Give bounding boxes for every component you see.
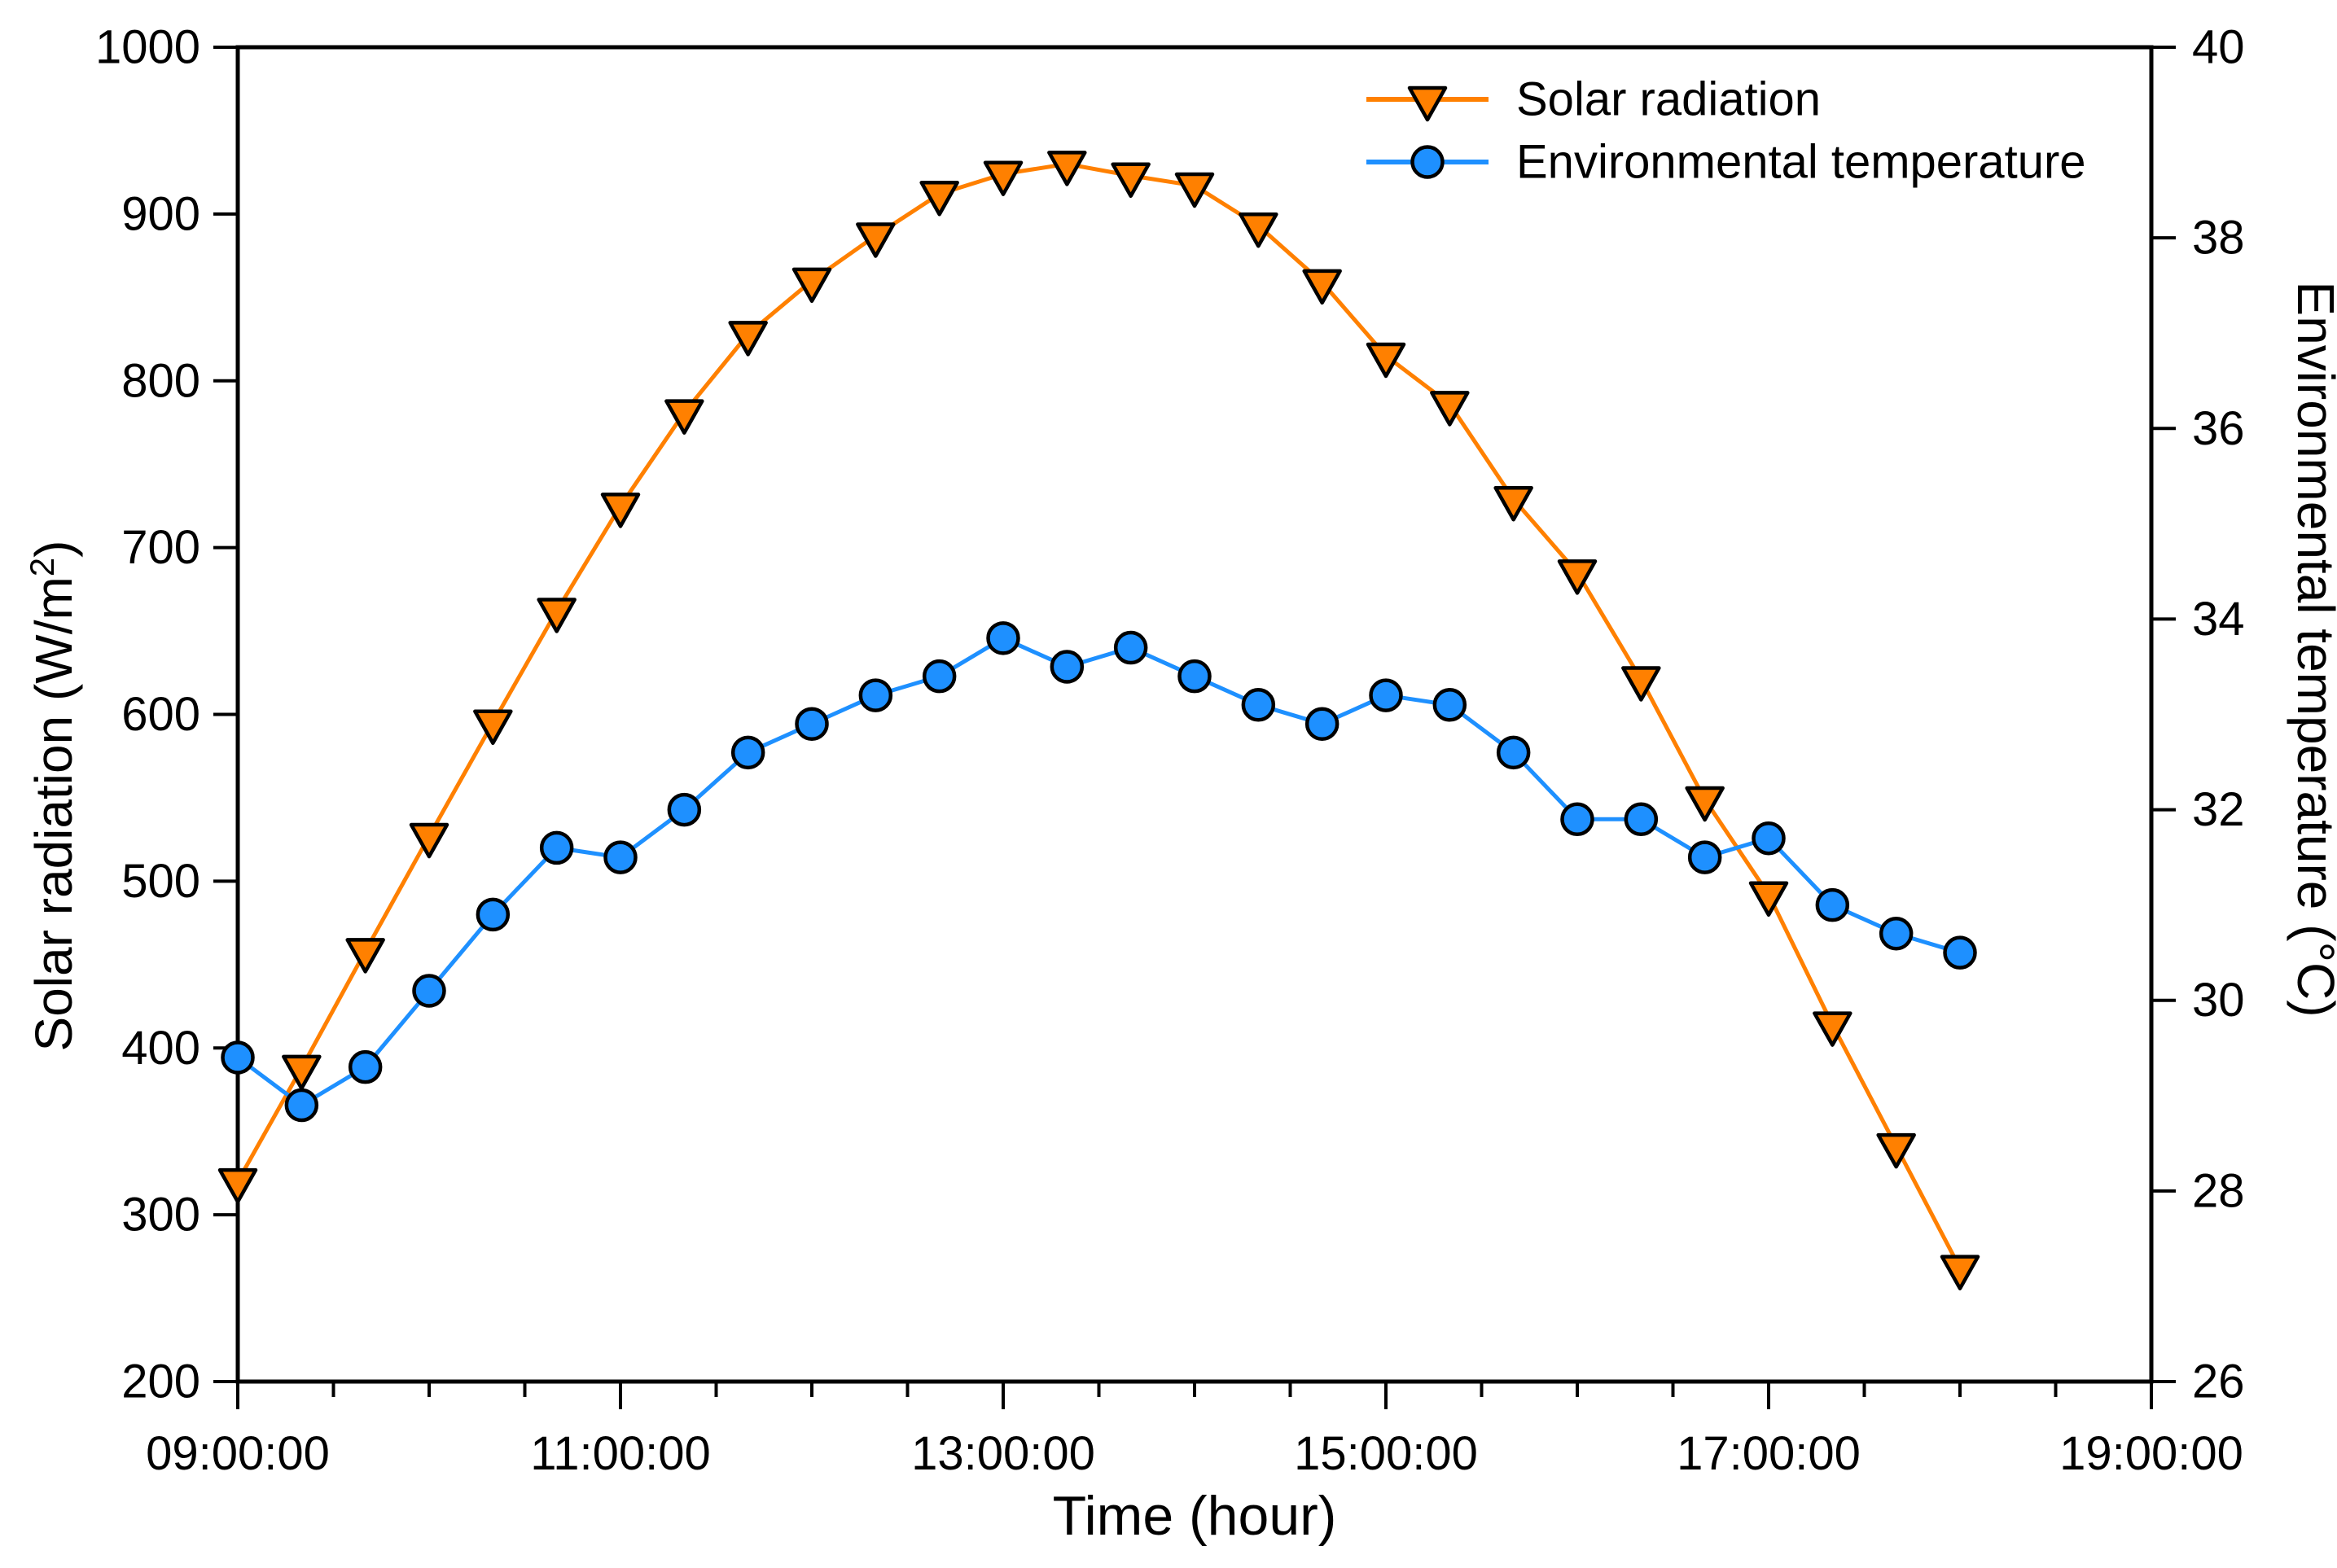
solar-radiation-marker <box>1748 881 1789 918</box>
y-left-tick-label: 700 <box>121 521 200 574</box>
series-environmental-temperature <box>221 621 1977 1123</box>
solar-radiation-marker <box>983 160 1024 196</box>
x-tick-label: 09:00:00 <box>146 1427 330 1480</box>
solar-radiation-marker <box>856 222 896 258</box>
temperature-marker <box>1304 707 1340 741</box>
temperature-marker <box>730 735 765 770</box>
solar-radiation-marker <box>728 321 768 357</box>
solar-radiation-marker <box>1876 1132 1916 1169</box>
temperature-marker <box>1560 802 1594 837</box>
temperature-marker <box>1496 735 1531 770</box>
temperature-marker <box>1687 840 1722 874</box>
temperature-marker <box>986 621 1020 655</box>
temperature-marker <box>221 1040 255 1075</box>
temperature-marker <box>1410 145 1445 179</box>
y-left-tick-label: 600 <box>121 688 200 741</box>
solar-radiation-marker <box>1813 1011 1852 1047</box>
y-left-tick-label: 900 <box>121 187 200 240</box>
solar-radiation-marker <box>1366 342 1406 379</box>
solar-radiation-marker <box>473 709 513 745</box>
temperature-marker <box>476 897 511 932</box>
y-left-tick-label: 1000 <box>95 21 200 74</box>
temperature-marker <box>1241 688 1276 722</box>
solar-radiation-marker <box>1302 269 1342 305</box>
temperature-marker <box>1177 659 1212 694</box>
temperature-marker <box>1879 917 1914 951</box>
temperature-marker <box>1369 678 1403 712</box>
temperature-marker <box>1624 802 1659 837</box>
solar-radiation-marker <box>1239 212 1278 248</box>
temperature-marker <box>795 707 829 741</box>
legend-label: Environmental temperature <box>1516 136 2086 189</box>
solar-radiation-marker <box>282 1054 322 1091</box>
solar-radiation-marker <box>791 267 832 304</box>
y-right-tick-label: 34 <box>2192 593 2245 646</box>
temperature-marker <box>1113 630 1148 665</box>
solar-radiation-marker <box>1047 151 1087 186</box>
temperature-marker <box>539 830 574 865</box>
x-tick-label: 19:00:00 <box>2059 1427 2243 1480</box>
y-right-tick-label: 40 <box>2192 21 2245 74</box>
y-right-tick-label: 32 <box>2192 783 2245 836</box>
solar-radiation-marker <box>345 938 385 974</box>
temperature-marker <box>667 792 702 827</box>
y-right-axis <box>2151 46 2176 1383</box>
x-tick-label: 17:00:00 <box>1677 1427 1861 1480</box>
temperature-marker <box>1752 821 1786 856</box>
solar-radiation-marker <box>537 598 577 633</box>
y-right-tick-label: 26 <box>2192 1356 2245 1408</box>
solar-radiation-marker <box>1430 391 1470 427</box>
y-left-tick-label: 500 <box>121 855 200 908</box>
y-right-axis-title: Environmental temperature (°C) <box>2287 281 2337 1017</box>
temperature-marker <box>412 974 446 1008</box>
x-tick-label: 13:00:00 <box>911 1427 1095 1480</box>
legend <box>1366 85 1489 179</box>
temperature-marker <box>1050 650 1085 684</box>
temperature-marker <box>1432 688 1467 722</box>
y-right-tick-label: 36 <box>2192 402 2245 455</box>
y-left-tick-label: 800 <box>121 354 200 407</box>
x-tick-label: 11:00:00 <box>530 1427 710 1480</box>
y-left-tick-label: 400 <box>121 1022 200 1075</box>
solar-radiation-marker <box>1407 85 1448 122</box>
solar-radiation-marker <box>1940 1255 1980 1290</box>
plot-frame <box>235 45 2154 1384</box>
solar-radiation-marker <box>409 822 449 859</box>
solar-radiation-marker <box>1685 786 1725 822</box>
solar-radiation-marker <box>1557 559 1598 595</box>
temperature-marker <box>284 1088 319 1123</box>
y-right-tick-label: 38 <box>2192 212 2245 265</box>
temperature-marker <box>858 678 893 712</box>
x-axis-title: Time (hour) <box>1053 1485 1337 1547</box>
solar-radiation-marker <box>919 181 959 217</box>
temperature-marker <box>603 840 638 874</box>
y-left-tick-label: 200 <box>121 1356 200 1408</box>
y-left-axis-title: Solar radiation (W/m2) <box>23 541 83 1052</box>
temperature-marker <box>1943 935 1977 970</box>
solar-radiation-marker <box>1621 666 1661 702</box>
solar-radiation-marker <box>1111 162 1151 199</box>
series-line <box>235 636 1962 1107</box>
y-right-tick-label: 30 <box>2192 974 2245 1027</box>
solar-radiation-marker <box>217 1167 258 1204</box>
solar-radiation-marker <box>1174 172 1215 208</box>
solar-radiation-marker <box>600 493 641 528</box>
solar-radiation-marker <box>1493 485 1533 522</box>
temperature-marker <box>348 1049 383 1084</box>
x-axis <box>236 1382 2153 1409</box>
series-solar-radiation <box>217 151 1980 1290</box>
temperature-marker <box>1815 887 1850 922</box>
series-line <box>235 161 1962 1271</box>
y-right-tick-label: 28 <box>2192 1164 2245 1217</box>
x-tick-label: 15:00:00 <box>1294 1427 1478 1480</box>
temperature-marker <box>922 659 957 694</box>
y-left-tick-label: 300 <box>121 1189 200 1242</box>
legend-label: Solar radiation <box>1516 73 1821 126</box>
solar-radiation-marker <box>664 399 704 435</box>
